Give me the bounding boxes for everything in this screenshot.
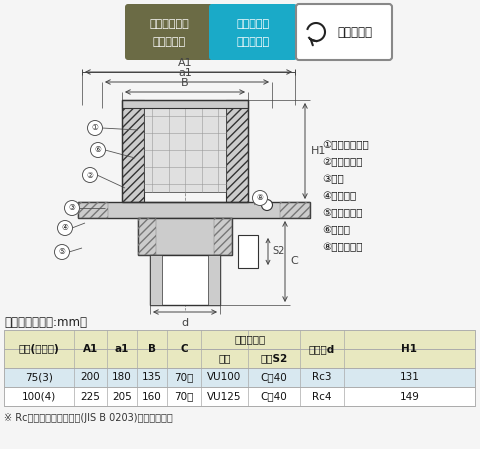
Bar (4, 349, 475, 368)
Text: 135: 135 (142, 373, 162, 383)
Circle shape (262, 199, 273, 211)
Text: a1: a1 (115, 344, 129, 354)
Bar (122, 100, 144, 202)
Text: ②防水層押え: ②防水層押え (322, 157, 362, 167)
Text: B: B (181, 78, 189, 88)
Text: ③: ③ (69, 203, 75, 212)
Text: シ　ー　ト: シ ー ト (237, 19, 270, 30)
Text: アスファルト: アスファルト (149, 19, 189, 30)
Text: d: d (181, 318, 189, 328)
Text: ②: ② (86, 171, 94, 180)
Text: 寸法表　＜単位:mm＞: 寸法表 ＜単位:mm＞ (4, 316, 87, 329)
Text: ⑥: ⑥ (95, 145, 101, 154)
Text: 205: 205 (112, 392, 132, 401)
Circle shape (91, 142, 106, 158)
Circle shape (64, 201, 80, 216)
Text: Rc3: Rc3 (312, 373, 332, 383)
Text: ⑥ボルト: ⑥ボルト (322, 225, 350, 235)
Bar (4, 387, 475, 406)
Bar (122, 100, 248, 108)
Text: 防　水　用: 防 水 用 (153, 37, 186, 47)
Text: ⑧つまみネジ: ⑧つまみネジ (322, 242, 362, 252)
Text: スペーサー: スペーサー (235, 335, 266, 344)
Text: VU125: VU125 (207, 392, 242, 401)
Text: C－40: C－40 (261, 373, 288, 383)
Text: ねじ込み式: ねじ込み式 (337, 26, 372, 39)
Bar (150, 255, 220, 305)
Circle shape (83, 167, 97, 182)
Bar (138, 218, 232, 255)
Circle shape (87, 120, 103, 136)
Text: 75(3): 75(3) (25, 373, 53, 383)
Text: 180: 180 (112, 373, 132, 383)
Text: 防　水　用: 防 水 用 (237, 37, 270, 47)
Text: 規格: 規格 (218, 353, 231, 364)
Text: ※ Rcは管用テーパめねじ(JIS B 0203)を表します。: ※ Rcは管用テーパめねじ(JIS B 0203)を表します。 (4, 413, 173, 423)
FancyBboxPatch shape (296, 4, 392, 60)
Text: A1: A1 (178, 58, 192, 68)
Circle shape (252, 190, 267, 206)
Bar (226, 100, 248, 202)
Text: 呼称(インチ): 呼称(インチ) (19, 344, 60, 354)
Text: ねじ径d: ねじ径d (309, 344, 335, 354)
Text: C－40: C－40 (261, 392, 288, 401)
Circle shape (55, 245, 70, 260)
Text: C: C (290, 256, 298, 267)
Text: 100(4): 100(4) (22, 392, 56, 401)
Text: ④アンカー: ④アンカー (322, 191, 356, 201)
Bar (4, 330, 475, 349)
Text: ⑧: ⑧ (257, 194, 264, 202)
Text: H1: H1 (401, 344, 418, 354)
Text: ⑤スペーサー: ⑤スペーサー (322, 208, 362, 218)
Bar (78, 202, 108, 218)
Text: 225: 225 (81, 392, 100, 401)
Bar (4, 368, 475, 387)
Bar (138, 218, 156, 255)
FancyBboxPatch shape (209, 4, 297, 60)
Text: H1: H1 (311, 146, 326, 156)
Text: 131: 131 (399, 373, 420, 383)
Bar (280, 202, 310, 218)
Text: 長さS2: 長さS2 (260, 353, 288, 364)
Text: a1: a1 (178, 68, 192, 78)
Text: ③本体: ③本体 (322, 174, 344, 184)
Text: C: C (180, 344, 188, 354)
Bar (144, 108, 226, 192)
Text: 160: 160 (142, 392, 162, 401)
Circle shape (58, 220, 72, 235)
Text: S2: S2 (272, 247, 284, 256)
Text: ①: ① (92, 123, 98, 132)
Bar (78, 202, 310, 218)
Bar (208, 255, 220, 305)
Text: ①ストレーナー: ①ストレーナー (322, 140, 369, 150)
Text: ⑤: ⑤ (59, 247, 65, 256)
Bar (238, 235, 258, 268)
Bar (122, 100, 248, 202)
Text: B: B (148, 344, 156, 354)
Text: A1: A1 (83, 344, 98, 354)
Text: 149: 149 (399, 392, 420, 401)
Text: Rc4: Rc4 (312, 392, 332, 401)
Text: VU100: VU100 (207, 373, 241, 383)
Text: 70～: 70～ (174, 373, 194, 383)
FancyBboxPatch shape (125, 4, 213, 60)
Bar (150, 255, 162, 305)
Text: ④: ④ (61, 224, 69, 233)
Text: 200: 200 (81, 373, 100, 383)
Bar (214, 218, 232, 255)
Text: 70～: 70～ (174, 392, 194, 401)
